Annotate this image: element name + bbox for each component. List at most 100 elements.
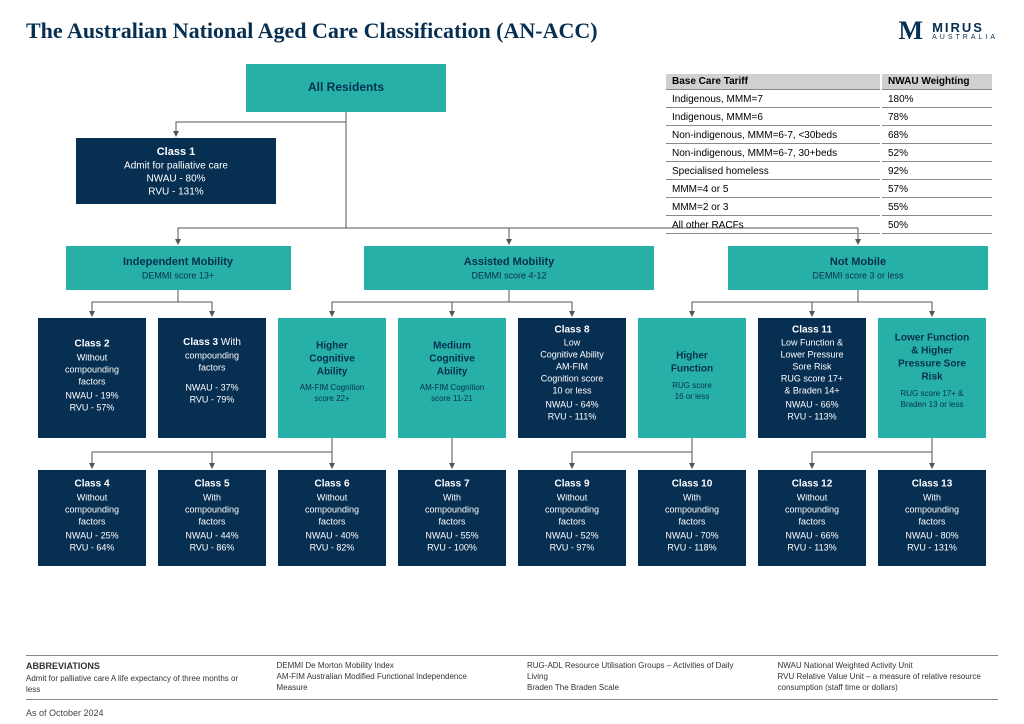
c2l1: Without <box>77 352 108 362</box>
c5l5: RVU - 86% <box>190 542 235 552</box>
c8h: Class 8 <box>554 325 589 336</box>
hfh2: Function <box>671 364 713 375</box>
c12l1: Without <box>797 492 828 502</box>
tariff-cell: Indigenous, MMM=6 <box>666 110 880 126</box>
c5l2: compounding <box>185 504 239 514</box>
tariff-cell: 92% <box>882 164 992 180</box>
ass-mob-h: Assisted Mobility <box>464 256 555 268</box>
c12l2: compounding <box>785 504 839 514</box>
tariff-h2: NWAU Weighting <box>882 74 992 90</box>
c3l1: compounding <box>185 350 239 360</box>
c13l5: RVU - 131% <box>907 542 957 552</box>
c4l4: NWAU - 25% <box>65 530 118 540</box>
c11l1: Low Function & <box>781 337 843 347</box>
c7h: Class 7 <box>434 479 469 490</box>
lfrh: Lower Function <box>895 333 969 344</box>
class1-head: Class 1 <box>157 146 196 158</box>
page-title: The Australian National Aged Care Classi… <box>26 18 998 44</box>
hfh: Higher <box>676 351 708 362</box>
tariff-cell: 57% <box>882 182 992 198</box>
c6l3: factors <box>318 516 346 526</box>
c4l1: Without <box>77 492 108 502</box>
ind-mob-h: Independent Mobility <box>123 256 234 268</box>
c4l2: compounding <box>65 504 119 514</box>
mcas2: score 11-21 <box>431 394 473 403</box>
c11h: Class 11 <box>792 325 832 336</box>
c10l1: With <box>683 492 701 502</box>
c11l5: & Braden 14+ <box>784 385 839 395</box>
mcah3: Ability <box>437 367 468 378</box>
abbr-a1: Admit for palliative care A life expecta… <box>26 673 247 695</box>
brand-name: MIRUS <box>932 21 998 34</box>
tariff-cell: Specialised homeless <box>666 164 880 180</box>
class1-l1: Admit for palliative care <box>124 161 228 172</box>
c3h2: With <box>221 337 241 348</box>
mcas: AM-FIM Cognition <box>420 383 484 392</box>
brand-logo: M MIRUS AUSTRALIA <box>899 16 998 46</box>
c8l3: AM-FIM <box>556 361 588 371</box>
hcah: Higher <box>316 341 348 352</box>
c9l1: Without <box>557 492 588 502</box>
tariff-cell: Non-indigenous, MMM=6-7, <30beds <box>666 128 880 144</box>
abbr-d3: consumption (staff time or dollars) <box>778 682 999 693</box>
c2l5: RVU - 57% <box>70 402 115 412</box>
c9l3: factors <box>558 516 586 526</box>
c9h: Class 9 <box>554 479 589 490</box>
lfrh2: & Higher <box>911 346 953 357</box>
root-label: All Residents <box>308 80 384 94</box>
c9l2: compounding <box>545 504 599 514</box>
tariff-cell: 52% <box>882 146 992 162</box>
c8l4: Cognition score <box>541 373 604 383</box>
c7l4: NWAU - 55% <box>425 530 478 540</box>
c5h: Class 5 <box>194 479 229 490</box>
tariff-cell: 78% <box>882 110 992 126</box>
tariff-cell: 55% <box>882 200 992 216</box>
c6l1: Without <box>317 492 348 502</box>
tariff-cell: 68% <box>882 128 992 144</box>
abbreviations: ABBREVIATIONS Admit for palliative care … <box>26 655 998 700</box>
tariff-cell: 180% <box>882 92 992 108</box>
tariff-cell: 50% <box>882 218 992 234</box>
c2l4: NWAU - 19% <box>65 390 118 400</box>
hcas: AM-FIM Cognition <box>300 383 364 392</box>
c6l2: compounding <box>305 504 359 514</box>
lfrs: RUG score 17+ & <box>901 389 965 398</box>
c13l4: NWAU - 80% <box>905 530 958 540</box>
bottom-row <box>38 470 986 566</box>
c11l4: RUG score 17+ <box>781 373 843 383</box>
c12l5: RVU - 113% <box>787 542 836 552</box>
tariff-cell: MMM=2 or 3 <box>666 200 880 216</box>
c2l3: factors <box>78 376 106 386</box>
c13l2: compounding <box>905 504 959 514</box>
tariff-h1: Base Care Tariff <box>666 74 880 90</box>
hcah2: Cognitive <box>309 354 355 365</box>
abbr-hd: ABBREVIATIONS <box>26 660 247 673</box>
tariff-cell: MMM=4 or 5 <box>666 182 880 198</box>
brand-mark-icon: M <box>899 16 925 46</box>
c8l1: Low <box>564 337 581 347</box>
c7l3: factors <box>438 516 466 526</box>
mcah2: Cognitive <box>429 354 475 365</box>
c4h: Class 4 <box>74 479 109 490</box>
hcas2: score 22+ <box>314 394 350 403</box>
ass-mob-s: DEMMI score 4-12 <box>471 270 546 280</box>
hcah3: Ability <box>317 367 348 378</box>
c9l5: RVU - 97% <box>550 542 595 552</box>
c2h: Class 2 <box>74 339 109 350</box>
c5l1: With <box>203 492 221 502</box>
c2l2: compounding <box>65 364 119 374</box>
c10h: Class 10 <box>672 479 713 490</box>
abbr-d1: NWAU National Weighted Activity Unit <box>778 660 999 671</box>
mcah: Medium <box>433 341 471 352</box>
c10l3: factors <box>678 516 706 526</box>
c10l5: RVU - 118% <box>667 542 716 552</box>
c7l5: RVU - 100% <box>427 542 477 552</box>
abbr-c1: RUG-ADL Resource Utilisation Groups – Ac… <box>527 660 748 682</box>
abbr-d2: RVU Relative Value Unit – a measure of r… <box>778 671 999 682</box>
c3l2: factors <box>198 362 226 372</box>
c8l5: 10 or less <box>552 385 592 395</box>
c8l7: RVU - 111% <box>548 411 597 421</box>
c11l3: Sore Risk <box>792 361 832 371</box>
brand-sub: AUSTRALIA <box>932 34 998 41</box>
as-of: As of October 2024 <box>26 708 104 718</box>
